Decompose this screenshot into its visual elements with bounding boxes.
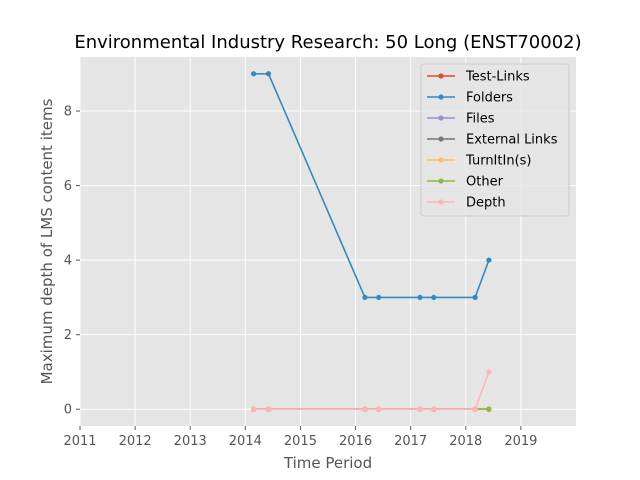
legend-swatch-marker [438, 94, 444, 100]
legend-label: Test-Links [465, 70, 530, 85]
y-axis-label: Maximum depth of LMS content items [38, 98, 56, 384]
data-point [376, 294, 382, 301]
data-point [417, 406, 423, 412]
data-point [362, 294, 368, 301]
x-tick-label: 2013 [174, 434, 207, 449]
y-tick-label: 2 [64, 328, 72, 343]
x-axis-label: Time Period [283, 454, 372, 472]
data-point [265, 71, 272, 77]
x-tick-label: 2014 [229, 434, 262, 449]
data-point [486, 257, 492, 263]
series-depth [251, 369, 492, 412]
series-line [253, 73, 490, 299]
y-tick-label: 0 [64, 403, 72, 418]
data-point [251, 406, 257, 412]
legend-swatch-marker [438, 157, 444, 163]
x-tick-label: 2016 [339, 434, 372, 449]
x-axis-ticks: 2011 2012 2013 2014 2015 2016 2017 2018 2019 [63, 426, 537, 449]
series-folders [251, 71, 492, 301]
data-point [417, 294, 423, 301]
legend-item: Other [427, 175, 504, 190]
grid-lines [79, 57, 576, 426]
legend-label: Depth [466, 196, 506, 211]
x-tick-label: 2015 [284, 434, 317, 449]
series-line [253, 371, 490, 411]
x-tick-label: 2017 [394, 434, 427, 449]
legend-item: Depth [427, 196, 506, 211]
legend-label: External Links [466, 133, 558, 148]
data-point [472, 406, 478, 412]
x-tick-label: 2018 [449, 434, 482, 449]
legend-swatch-marker [438, 178, 444, 184]
x-tick-label: 2011 [63, 434, 96, 449]
legend-item: Folders [427, 91, 513, 106]
data-point [265, 406, 272, 412]
data-point [362, 406, 368, 412]
legend-label: Files [466, 112, 495, 127]
x-tick-label: 2012 [119, 434, 152, 449]
legend-swatch-marker [438, 73, 444, 79]
legend-label: TurnItIn(s) [465, 154, 531, 169]
legend-item: External Links [427, 133, 558, 148]
data-point [472, 294, 478, 301]
series-layer [251, 71, 492, 412]
legend: Test-Links Folders Files External Links Turn… [420, 63, 570, 217]
legend-label: Folders [466, 91, 513, 106]
y-tick-label: 4 [64, 254, 72, 269]
y-tick-label: 6 [64, 179, 72, 194]
data-point [376, 406, 382, 412]
chart-title: Environmental Industry Research: 50 Long… [74, 32, 581, 53]
legend-label: Other [466, 175, 504, 190]
legend-item: Files [427, 112, 495, 127]
data-point [431, 406, 437, 412]
legend-item: TurnItIn(s) [427, 154, 531, 169]
data-point [486, 406, 492, 412]
y-tick-label: 8 [64, 105, 72, 120]
data-point [251, 71, 257, 77]
data-point [431, 294, 437, 301]
legend-swatch-marker [438, 136, 444, 142]
legend-box [420, 63, 570, 217]
y-axis-ticks: 0 2 4 6 8 [64, 105, 80, 418]
legend-swatch-marker [438, 199, 444, 205]
data-point [486, 369, 492, 375]
x-tick-label: 2019 [504, 434, 537, 449]
legend-item: Test-Links [427, 70, 530, 85]
legend-swatch-marker [438, 115, 444, 121]
